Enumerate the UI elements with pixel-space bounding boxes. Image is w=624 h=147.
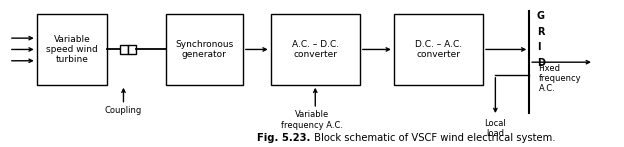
Text: D.C. – A.C.
converter: D.C. – A.C. converter (415, 40, 462, 59)
Text: Variable
speed wind
turbine: Variable speed wind turbine (46, 35, 98, 64)
Text: D: D (537, 58, 545, 68)
Text: I: I (537, 42, 540, 52)
Text: Variable
frequency A.C.: Variable frequency A.C. (281, 110, 343, 130)
Bar (166, 14, 243, 85)
Bar (37, 14, 107, 85)
Text: Fig. 5.23.: Fig. 5.23. (257, 133, 311, 143)
Text: Synchronous
generator: Synchronous generator (175, 40, 233, 59)
Text: Local
load: Local load (484, 119, 506, 138)
Text: Fixed
frequency
A.C.: Fixed frequency A.C. (539, 64, 581, 93)
Text: R: R (537, 27, 544, 37)
Bar (120, 45, 128, 54)
Text: Block schematic of VSCF wind electrical system.: Block schematic of VSCF wind electrical … (311, 133, 555, 143)
Bar (394, 14, 483, 85)
Text: A.C. – D.C.
converter: A.C. – D.C. converter (291, 40, 339, 59)
Bar (271, 14, 360, 85)
Text: Coupling: Coupling (105, 106, 142, 115)
Text: G: G (537, 11, 545, 21)
Bar (128, 45, 136, 54)
